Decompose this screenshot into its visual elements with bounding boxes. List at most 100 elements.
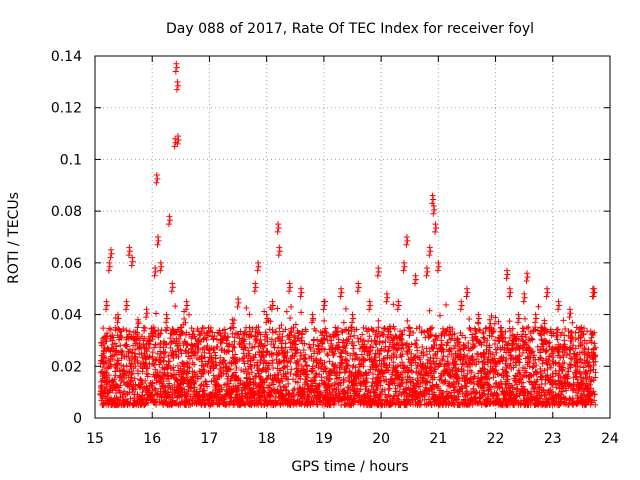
data-point [153, 179, 160, 186]
data-point [331, 350, 338, 357]
data-point [184, 302, 191, 309]
data-point [521, 290, 528, 297]
data-point [242, 345, 249, 352]
data-point [506, 318, 513, 325]
data-point [268, 350, 275, 357]
data-point [525, 324, 532, 331]
data-point [213, 362, 220, 369]
chart-title: Day 088 of 2017, Rate Of TEC Index for r… [166, 21, 534, 37]
data-point [275, 335, 282, 342]
data-point [359, 331, 366, 338]
data-point [323, 332, 330, 339]
data-point [426, 244, 433, 251]
data-point [427, 248, 434, 255]
data-point [457, 329, 464, 336]
data-point [166, 358, 173, 365]
data-point [535, 303, 542, 310]
data-point [369, 371, 376, 378]
data-point [266, 362, 273, 369]
data-point [167, 344, 174, 351]
data-point [362, 325, 369, 332]
data-point [237, 377, 244, 384]
data-point [261, 342, 268, 349]
data-point [566, 306, 573, 313]
data-point [355, 368, 362, 375]
data-point [160, 357, 167, 364]
data-point [252, 351, 259, 358]
data-point [117, 382, 124, 389]
y-tick-label: 0.12 [51, 101, 82, 117]
data-point [313, 370, 320, 377]
data-point [141, 327, 148, 334]
data-point [432, 228, 439, 235]
data-point [498, 324, 505, 331]
data-point [353, 374, 360, 381]
data-point [260, 360, 267, 367]
data-point [318, 377, 325, 384]
data-point [276, 325, 283, 332]
data-point [347, 333, 354, 340]
data-point [163, 327, 170, 334]
data-point [246, 340, 253, 347]
y-tick-label: 0.08 [51, 204, 82, 220]
data-point [286, 332, 293, 339]
x-tick-label: 18 [258, 431, 276, 447]
data-point [320, 306, 327, 313]
data-point [143, 370, 150, 377]
data-point [143, 348, 150, 355]
data-point [275, 397, 282, 404]
data-point [163, 341, 170, 348]
data-point [127, 378, 134, 385]
data-point [403, 241, 410, 248]
data-point [135, 370, 142, 377]
data-point [263, 348, 270, 355]
data-point [338, 289, 345, 296]
data-point [157, 259, 164, 266]
data-point [254, 362, 261, 369]
data-point [235, 296, 242, 303]
data-point [254, 330, 261, 337]
data-point [320, 298, 327, 305]
data-point [590, 293, 597, 300]
data-point [457, 306, 464, 313]
data-point [211, 345, 218, 352]
data-point [227, 400, 234, 407]
data-point [186, 355, 193, 362]
data-point [232, 351, 239, 358]
data-point [404, 237, 411, 244]
data-point [161, 354, 168, 361]
data-point [186, 311, 193, 318]
data-point [426, 307, 433, 314]
grid-lines [95, 56, 610, 418]
data-point [384, 294, 391, 301]
data-point [466, 315, 473, 322]
data-point [273, 356, 280, 363]
data-point [520, 298, 527, 305]
data-point [117, 333, 124, 340]
data-point [286, 390, 293, 397]
y-tick-label: 0.1 [60, 152, 82, 168]
data-point [174, 78, 181, 85]
data-point [211, 333, 218, 340]
data-point [423, 272, 430, 279]
data-point [332, 324, 339, 331]
data-point [272, 328, 279, 335]
data-point [316, 382, 323, 389]
data-point [332, 381, 339, 388]
data-point [375, 268, 382, 275]
data-point [144, 310, 151, 317]
data-point [105, 267, 112, 274]
data-point [198, 328, 205, 335]
data-point [375, 265, 382, 272]
data-point [150, 360, 157, 367]
data-point [315, 364, 322, 371]
data-point [362, 379, 369, 386]
data-point [200, 382, 207, 389]
data-point [107, 348, 114, 355]
data-point [395, 302, 402, 309]
data-point [450, 345, 457, 352]
data-point [373, 341, 380, 348]
data-point [132, 350, 139, 357]
data-point [284, 363, 291, 370]
data-point [324, 351, 331, 358]
